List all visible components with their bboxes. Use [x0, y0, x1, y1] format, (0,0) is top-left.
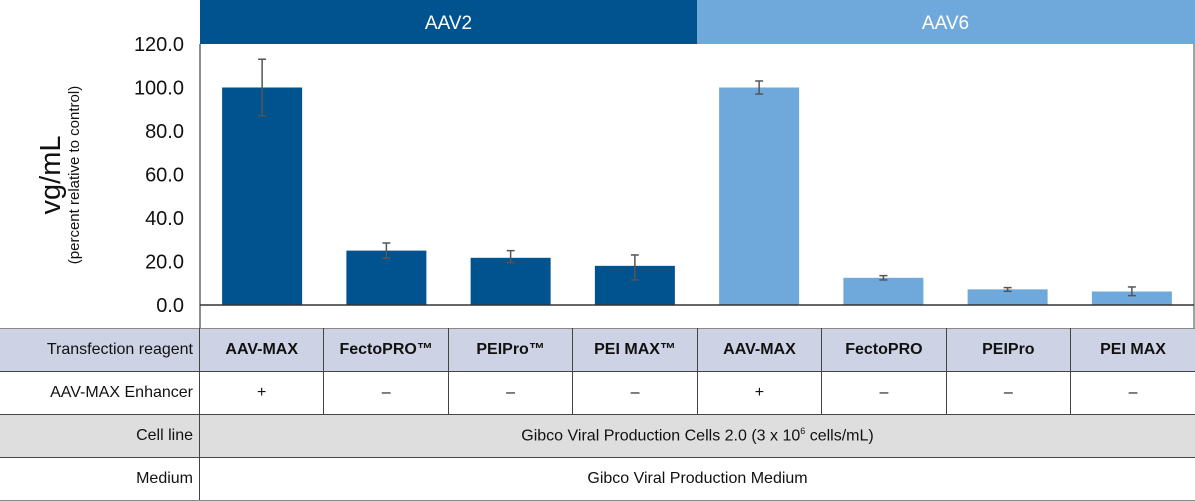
group-header-label: AAV2	[425, 13, 472, 34]
cell: AAV-MAX	[697, 329, 821, 372]
bar	[843, 278, 923, 305]
cell: +	[697, 372, 821, 415]
y-tick-label: 0.0	[156, 295, 184, 317]
y-tick-label: 80.0	[145, 121, 184, 143]
row-medium: Medium Gibco Viral Production Medium	[0, 458, 1195, 501]
medium-value: Gibco Viral Production Medium	[200, 458, 1195, 501]
row-label: Transfection reagent	[0, 329, 200, 372]
cell-line-text-tail: cells/mL)	[805, 428, 873, 445]
cell: –	[324, 372, 448, 415]
cell: –	[822, 372, 946, 415]
y-tick-label: 60.0	[145, 165, 184, 187]
cell: –	[448, 372, 572, 415]
cell: PEI MAX	[1071, 329, 1195, 372]
cell: PEIPro™	[448, 329, 572, 372]
row-transfection-reagent: Transfection reagent AAV-MAX FectoPRO™ P…	[0, 329, 1195, 372]
cell-line-value: Gibco Viral Production Cells 2.0 (3 x 10…	[200, 415, 1195, 458]
cell: –	[1071, 372, 1195, 415]
row-label: AAV-MAX Enhancer	[0, 372, 200, 415]
cell: FectoPRO™	[324, 329, 448, 372]
y-tick-label: 120.0	[134, 34, 184, 56]
bar	[719, 88, 799, 306]
bar	[222, 88, 302, 306]
conditions-table: Transfection reagent AAV-MAX FectoPRO™ P…	[0, 328, 1195, 501]
cell: –	[573, 372, 697, 415]
cell: +	[200, 372, 324, 415]
cell-line-text: Gibco Viral Production Cells 2.0 (3 x 10	[521, 428, 800, 445]
y-tick-label: 100.0	[134, 78, 184, 100]
cell: PEIPro	[946, 329, 1070, 372]
y-tick-label: 40.0	[145, 208, 184, 230]
group-header-label: AAV6	[922, 13, 969, 34]
y-tick-label: 20.0	[145, 252, 184, 274]
row-label: Medium	[0, 458, 200, 501]
cell: PEI MAX™	[573, 329, 697, 372]
cell: –	[946, 372, 1070, 415]
row-cell-line: Cell line Gibco Viral Production Cells 2…	[0, 415, 1195, 458]
bar-chart: AAV2 AAV6 0.0 20.0 40.0 60.0 80.0 100.0 120.0	[0, 0, 1195, 330]
bar	[471, 258, 551, 305]
row-label: Cell line	[0, 415, 200, 458]
cell: FectoPRO	[822, 329, 946, 372]
y-axis-title: vg/mL	[36, 86, 66, 264]
row-enhancer: AAV-MAX Enhancer + – – – + – – –	[0, 372, 1195, 415]
y-axis-subtitle: (percent relative to control)	[66, 86, 84, 264]
cell: AAV-MAX	[200, 329, 324, 372]
y-axis-label: vg/mL (percent relative to control)	[20, 40, 100, 310]
